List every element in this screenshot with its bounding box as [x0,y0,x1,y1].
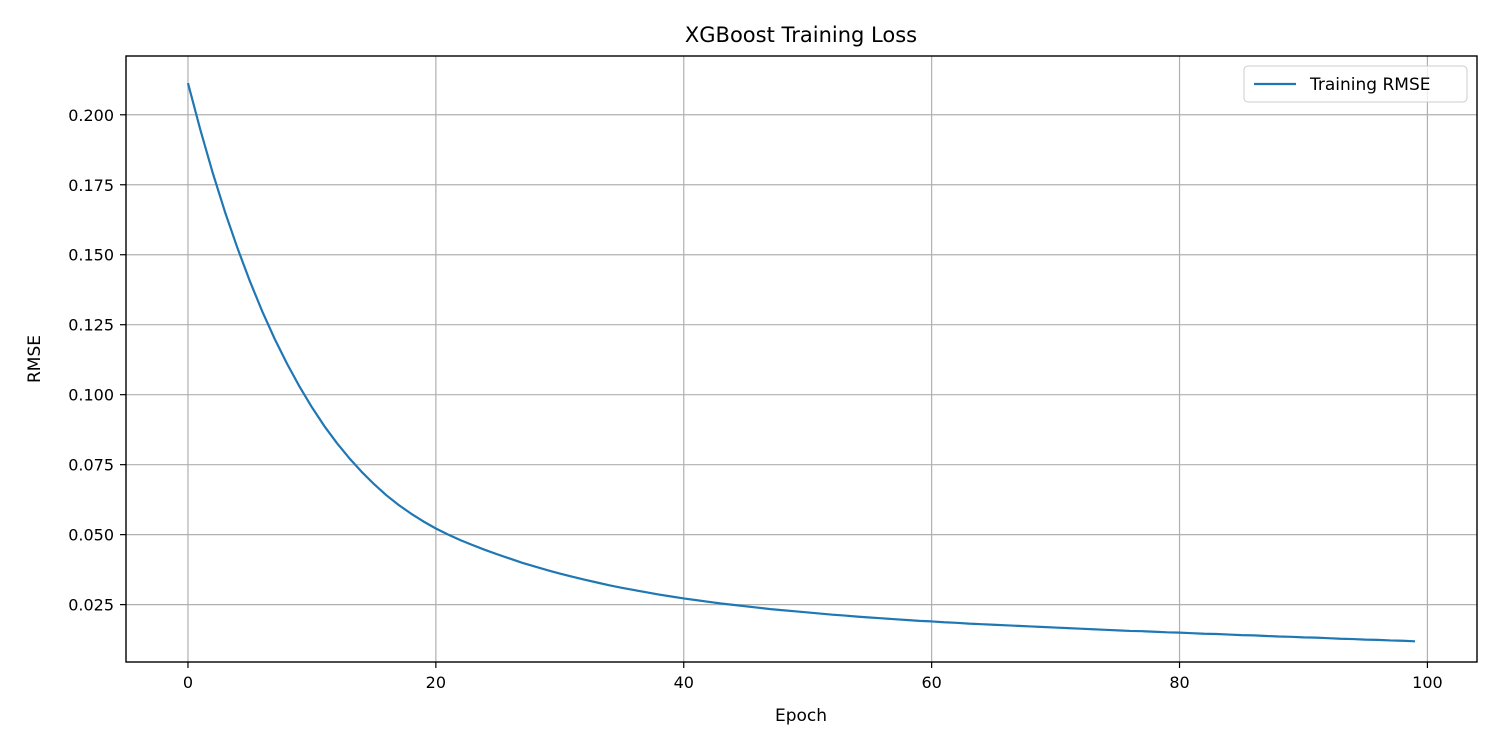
x-tick-label: 40 [674,673,694,692]
x-tick-label: 0 [183,673,193,692]
series-layer [186,82,1416,643]
y-tick-label: 0.100 [68,386,114,405]
x-tick-label: 100 [1412,673,1443,692]
series-line-training-rmse [186,82,1416,643]
grid-layer [126,56,1477,662]
y-tick-label: 0.050 [68,526,114,545]
y-tick-label: 0.075 [68,456,114,475]
y-axis-label: RMSE [25,335,45,383]
y-axis: 0.025 0.050 0.075 0.100 0.125 0.150 0.175 0.200 [68,106,126,615]
y-tick-label: 0.200 [68,106,114,125]
x-axis-label: Epoch [775,706,827,726]
y-tick-label: 0.150 [68,246,114,265]
y-tick-label: 0.025 [68,596,114,615]
x-axis: 0 20 40 60 80 100 [183,662,1443,692]
legend-box [1243,65,1468,103]
chart-title: XGBoost Training Loss [685,23,917,47]
x-tick-label: 80 [1169,673,1189,692]
y-tick-label: 0.175 [68,176,114,195]
x-tick-label: 60 [921,673,941,692]
legend: Training RMSE [1243,65,1468,103]
y-tick-label: 0.125 [68,316,114,335]
x-tick-label: 20 [426,673,446,692]
plot-frame [125,55,1478,663]
legend-label: Training RMSE [1309,75,1431,95]
